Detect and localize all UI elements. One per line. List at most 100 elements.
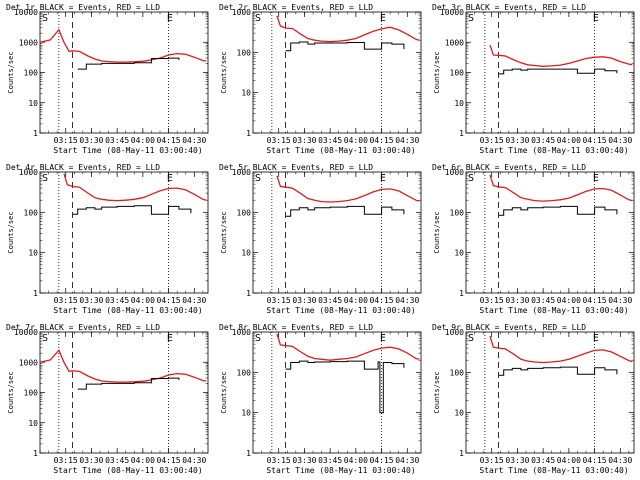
x-tick-label: 04:15: [583, 296, 607, 305]
start-marker-label: S: [468, 13, 474, 24]
x-tick-label: 04:00: [344, 456, 368, 465]
x-tick-label: 03:15: [480, 296, 504, 305]
x-tick-label: 03:45: [531, 296, 555, 305]
x-tick-label: 03:45: [318, 456, 342, 465]
x-tick-label: 03:45: [531, 136, 555, 145]
y-axis-label: Counts/sec: [433, 51, 441, 93]
panel-title: Det 6r BLACK = Events, RED = LLD: [432, 163, 586, 172]
plot-frame: [252, 331, 422, 454]
start-marker-label: S: [42, 333, 48, 344]
x-tick-label: 04:00: [131, 296, 155, 305]
panel-det-2: Det 2r BLACK = Events, RED = LLD 1 10 100 10…: [219, 3, 422, 155]
end-marker-label: E: [593, 173, 599, 184]
y-axis-label: Counts/sec: [7, 371, 15, 413]
x-tick-label: 04:30: [395, 136, 419, 145]
x-tick-label: 04:15: [157, 296, 181, 305]
x-tick-label: 03:15: [267, 456, 291, 465]
lld-series-line: [276, 175, 420, 203]
x-tick-label: 04:15: [370, 456, 394, 465]
lld-series-line: [39, 28, 207, 63]
end-marker-label: E: [593, 13, 599, 24]
panel-det-6: Det 6r BLACK = Events, RED = LLD 1 10 100 10…: [432, 163, 635, 315]
y-tick-label: 100: [24, 208, 39, 217]
y-axis-label: Counts/sec: [220, 211, 228, 253]
y-tick-label: 10: [454, 99, 464, 108]
y-tick-label: 10000: [14, 328, 38, 337]
end-marker-label: E: [380, 13, 386, 24]
y-tick-label: 10: [241, 89, 251, 98]
panel-title: Det 4r BLACK = Events, RED = LLD: [6, 163, 160, 172]
plot-frame: [39, 331, 209, 454]
panel-title: Det 3r BLACK = Events, RED = LLD: [432, 3, 586, 12]
y-tick-label: 10: [454, 249, 464, 258]
y-tick-label: 10: [28, 99, 38, 108]
events-series-line: [285, 205, 405, 217]
y-tick-label: 10: [241, 249, 251, 258]
x-tick-label: 04:30: [182, 296, 206, 305]
y-axis-label: Counts/sec: [433, 211, 441, 253]
x-tick-label: 03:30: [505, 456, 529, 465]
x-tick-label: 04:30: [395, 456, 419, 465]
x-tick-label: 03:30: [79, 136, 103, 145]
panel-det-1: Det 1r BLACK = Events, RED = LLD 1 10 100 10…: [6, 3, 209, 155]
start-marker-label: S: [255, 333, 261, 344]
y-tick-label: 1: [459, 449, 464, 458]
y-tick-label: 100: [24, 69, 39, 78]
y-tick-label: 1: [33, 129, 38, 138]
events-series-line: [77, 57, 180, 70]
x-tick-label: 03:15: [54, 136, 78, 145]
y-tick-label: 1000: [232, 8, 251, 17]
x-tick-label: 03:15: [267, 136, 291, 145]
y-axis-label: Counts/sec: [220, 51, 228, 93]
x-tick-label: 03:45: [531, 456, 555, 465]
lld-series-line: [489, 335, 633, 364]
y-tick-label: 10: [28, 249, 38, 258]
plot-frame: [39, 171, 209, 294]
x-tick-label: 03:30: [505, 136, 529, 145]
x-axis-label: Start Time (08-May-11 03:00:40): [266, 466, 415, 475]
x-tick-label: 04:15: [157, 456, 181, 465]
x-axis-label: Start Time (08-May-11 03:00:40): [479, 306, 628, 315]
lld-series-line: [39, 348, 207, 383]
x-tick-label: 04:00: [344, 296, 368, 305]
panel-det-7: Det 7r BLACK = Events, RED = LLD 1 10 100 10…: [6, 323, 209, 475]
x-axis-label: Start Time (08-May-11 03:00:40): [266, 146, 415, 155]
y-tick-label: 100: [450, 368, 465, 377]
y-tick-label: 1: [246, 129, 251, 138]
y-tick-label: 10: [454, 409, 464, 418]
x-tick-label: 03:45: [318, 136, 342, 145]
x-axis-label: Start Time (08-May-11 03:00:40): [479, 146, 628, 155]
plot-frame: [465, 11, 635, 134]
end-marker-label: E: [380, 173, 386, 184]
start-marker-label: S: [468, 173, 474, 184]
panel-det-3: Det 3r BLACK = Events, RED = LLD 1 10 100 10…: [432, 3, 635, 155]
x-tick-label: 03:45: [105, 136, 129, 145]
y-tick-label: 10: [28, 419, 38, 428]
start-marker-label: S: [255, 173, 261, 184]
x-tick-label: 03:45: [105, 296, 129, 305]
y-tick-label: 10000: [14, 8, 38, 17]
x-axis-label: Start Time (08-May-11 03:00:40): [53, 306, 202, 315]
y-tick-label: 1: [459, 289, 464, 298]
plot-frame: [465, 171, 635, 294]
y-tick-label: 100: [24, 389, 39, 398]
y-tick-label: 1000: [19, 38, 38, 47]
x-axis-label: Start Time (08-May-11 03:00:40): [266, 306, 415, 315]
events-series-line: [498, 205, 618, 216]
y-tick-label: 10000: [440, 8, 464, 17]
x-tick-label: 03:30: [505, 296, 529, 305]
y-tick-label: 1000: [19, 168, 38, 177]
x-tick-label: 04:15: [583, 456, 607, 465]
start-marker-label: S: [468, 333, 474, 344]
y-tick-label: 1: [246, 289, 251, 298]
y-tick-label: 100: [450, 69, 465, 78]
y-tick-label: 1000: [445, 328, 464, 337]
x-tick-label: 03:45: [105, 456, 129, 465]
x-axis-label: Start Time (08-May-11 03:00:40): [53, 466, 202, 475]
x-tick-label: 04:30: [395, 296, 419, 305]
start-marker-label: S: [255, 13, 261, 24]
x-axis-label: Start Time (08-May-11 03:00:40): [53, 146, 202, 155]
lld-series-line: [276, 333, 420, 361]
start-marker-label: S: [42, 13, 48, 24]
panel-title: Det 1r BLACK = Events, RED = LLD: [6, 3, 160, 12]
